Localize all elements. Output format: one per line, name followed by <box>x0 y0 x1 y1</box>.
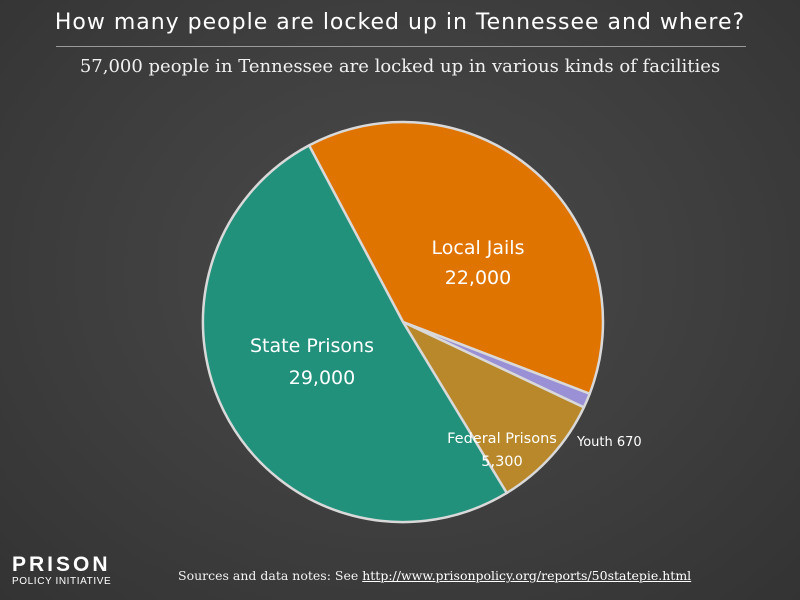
pie-slice-state-prisons <box>201 144 509 524</box>
logo-top-text: PRISON <box>12 553 111 576</box>
prison-policy-logo: PRISON POLICY INITIATIVE <box>12 554 111 588</box>
title-divider <box>56 46 746 47</box>
slice-label-youth: Youth 670 <box>576 435 642 450</box>
sources-text: Sources and data notes: See <box>178 568 359 583</box>
sources-note: Sources and data notes: See http://www.p… <box>178 568 691 583</box>
logo-bottom-text: POLICY INITIATIVE <box>12 576 112 587</box>
pie-slice-local-jails <box>307 120 605 395</box>
chart-subtitle: 57,000 people in Tennessee are locked up… <box>79 56 721 77</box>
pie-slice-federal-prisons <box>401 320 586 495</box>
slice-label-local-jails: Local Jails <box>432 237 525 259</box>
sources-link[interactable]: http://www.prisonpolicy.org/reports/50st… <box>362 568 692 583</box>
slice-label-state-prisons: State Prisons <box>250 335 374 357</box>
slice-label-federal-prisons: Federal Prisons <box>447 431 557 447</box>
chart-title: How many people are locked up in Tenness… <box>54 10 746 35</box>
slice-value-local-jails: 22,000 <box>445 267 511 289</box>
slice-value-state-prisons: 29,000 <box>289 367 355 389</box>
slice-value-federal-prisons: 5,300 <box>481 454 523 470</box>
